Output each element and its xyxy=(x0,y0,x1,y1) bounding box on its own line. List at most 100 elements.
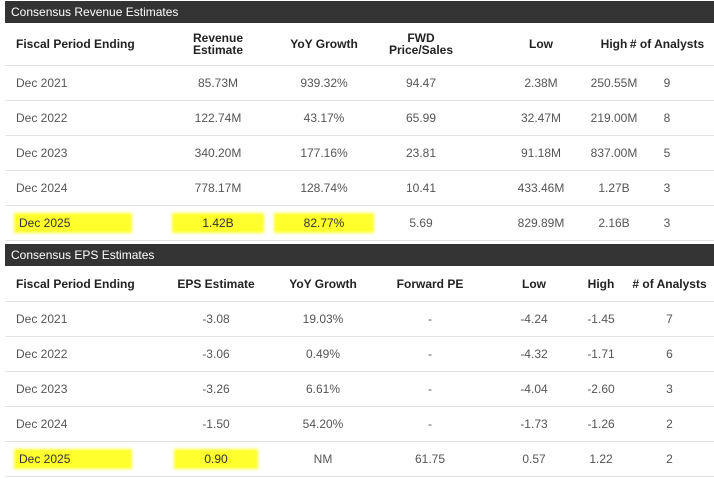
cell-estimate: 122.74M xyxy=(155,101,281,135)
cell-value: -1.71 xyxy=(587,347,615,361)
table-row: Dec 2025 1.42B 82.77% 5.69 829.89M 2.16B 3 xyxy=(5,206,714,241)
cell-forward-metric: - xyxy=(375,372,485,406)
column-header-high[interactable]: High xyxy=(600,37,628,51)
cell-estimate: -3.06 xyxy=(155,337,277,371)
cell-value: 250.55M xyxy=(590,76,638,90)
cell-value: 2 xyxy=(666,417,673,431)
cell-value: -3.26 xyxy=(202,382,230,396)
cell-value: Dec 2025 xyxy=(16,215,131,231)
cell-value: NM xyxy=(313,452,333,466)
cell-value: 128.74% xyxy=(300,181,348,195)
cell-value: 219.00M xyxy=(590,111,638,125)
cell-value: -4.32 xyxy=(520,347,548,361)
cell-high: 219.00M xyxy=(555,101,673,135)
cell-forward-metric: 5.69 xyxy=(361,206,481,240)
cell-high: -1.26 xyxy=(551,407,651,441)
cell-low: 2.38M xyxy=(481,66,601,100)
column-header-yoy-growth[interactable]: YoY Growth xyxy=(289,276,357,291)
cell-forward-metric: 10.41 xyxy=(361,171,481,205)
table-row: Dec 2024 -1.50 54.20% - -1.73 -1.26 2 xyxy=(5,407,714,442)
cell-analysts: 2 xyxy=(625,407,714,441)
cell-fiscal-period: Dec 2025 xyxy=(5,206,155,240)
table-row: Dec 2022 -3.06 0.49% - -4.32 -1.71 6 xyxy=(5,337,714,372)
cell-value: -4.04 xyxy=(520,382,548,396)
cell-yoy-growth: NM xyxy=(267,442,379,476)
cell-value: Dec 2021 xyxy=(16,312,68,326)
cell-analysts: 3 xyxy=(625,372,714,406)
cell-yoy-growth: 54.20% xyxy=(267,407,379,441)
column-header-forward-metric[interactable]: Forward PE xyxy=(396,276,464,291)
column-header-high[interactable]: High xyxy=(587,276,615,291)
cell-analysts: 3 xyxy=(620,206,714,240)
cell-value: 32.47M xyxy=(520,111,562,125)
cell-yoy-growth: 177.16% xyxy=(261,136,387,170)
cell-fiscal-period: Dec 2024 xyxy=(5,407,155,441)
column-header-yoy-growth[interactable]: YoY Growth xyxy=(290,37,358,51)
cell-value: - xyxy=(428,382,432,396)
cell-value: Dec 2022 xyxy=(16,111,68,125)
cell-value: -1.50 xyxy=(202,417,230,431)
cell-low: -4.32 xyxy=(475,337,593,371)
cell-value: Dec 2025 xyxy=(16,451,131,467)
cell-fiscal-period: Dec 2023 xyxy=(5,136,155,170)
cell-value: -2.60 xyxy=(587,382,615,396)
column-header-fiscal-period[interactable]: Fiscal Period Ending xyxy=(16,37,135,51)
cell-analysts: 2 xyxy=(625,442,714,476)
column-header-forward-metric[interactable]: FWD Price/Sales xyxy=(388,31,454,57)
cell-value: 939.32% xyxy=(300,76,348,90)
cell-analysts: 7 xyxy=(625,302,714,336)
cell-value: Dec 2024 xyxy=(16,181,68,195)
cell-value: 61.75 xyxy=(414,452,446,466)
cell-yoy-growth: 939.32% xyxy=(261,66,387,100)
cell-low: 32.47M xyxy=(481,101,601,135)
cell-yoy-growth: 128.74% xyxy=(261,171,387,205)
cell-value: Dec 2024 xyxy=(16,417,68,431)
table-row: Dec 2021 -3.08 19.03% - -4.24 -1.45 7 xyxy=(5,302,714,337)
cell-value: 3 xyxy=(663,181,671,195)
cell-high: -1.71 xyxy=(551,337,651,371)
cell-value: 94.47 xyxy=(405,76,437,90)
cell-value: 3 xyxy=(666,382,673,396)
cell-forward-metric: 94.47 xyxy=(361,66,481,100)
cell-value: -1.73 xyxy=(520,417,548,431)
cell-value: 177.16% xyxy=(300,146,348,160)
cell-low: 0.57 xyxy=(475,442,593,476)
cell-value: 8 xyxy=(663,111,671,125)
column-header-estimate[interactable]: Revenue Estimate xyxy=(192,31,244,57)
cell-estimate: -3.26 xyxy=(155,372,277,406)
cell-analysts: 9 xyxy=(620,66,714,100)
cell-forward-metric: 61.75 xyxy=(375,442,485,476)
column-header-estimate[interactable]: EPS Estimate xyxy=(177,276,255,291)
cell-low: -4.04 xyxy=(475,372,593,406)
cell-value: 85.73M xyxy=(197,76,239,90)
cell-value: - xyxy=(428,312,432,326)
cell-value: 6.61% xyxy=(305,382,341,396)
cell-estimate: 85.73M xyxy=(155,66,281,100)
cell-value: 829.89M xyxy=(517,216,565,230)
cell-forward-metric: - xyxy=(375,302,485,336)
column-header-analysts[interactable]: # of Analysts xyxy=(629,37,705,51)
cell-fiscal-period: Dec 2022 xyxy=(5,101,155,135)
column-header-analysts[interactable]: # of Analysts xyxy=(632,276,707,291)
cell-value: Dec 2022 xyxy=(16,347,68,361)
column-header-low[interactable]: Low xyxy=(522,276,546,291)
column-header-low[interactable]: Low xyxy=(529,37,553,51)
cell-value: - xyxy=(428,417,432,431)
cell-high: 1.27B xyxy=(555,171,673,205)
cell-estimate: -3.08 xyxy=(155,302,277,336)
cell-fiscal-period: Dec 2022 xyxy=(5,337,155,371)
cell-value: 3 xyxy=(663,216,671,230)
cell-high: 2.16B xyxy=(555,206,673,240)
column-header-fiscal-period[interactable]: Fiscal Period Ending xyxy=(16,276,135,291)
cell-high: 1.22 xyxy=(551,442,651,476)
cell-value: 5 xyxy=(663,146,671,160)
cell-value: 65.99 xyxy=(405,111,437,125)
cell-value: 1.27B xyxy=(598,181,630,195)
revenue-header-row: Fiscal Period Ending Revenue Estimate YoY … xyxy=(5,23,714,66)
cell-value: 54.20% xyxy=(302,417,344,431)
cell-analysts: 8 xyxy=(620,101,714,135)
cell-value: 433.46M xyxy=(517,181,565,195)
cell-yoy-growth: 6.61% xyxy=(267,372,379,406)
cell-value: 7 xyxy=(666,312,673,326)
cell-high: -1.45 xyxy=(551,302,651,336)
